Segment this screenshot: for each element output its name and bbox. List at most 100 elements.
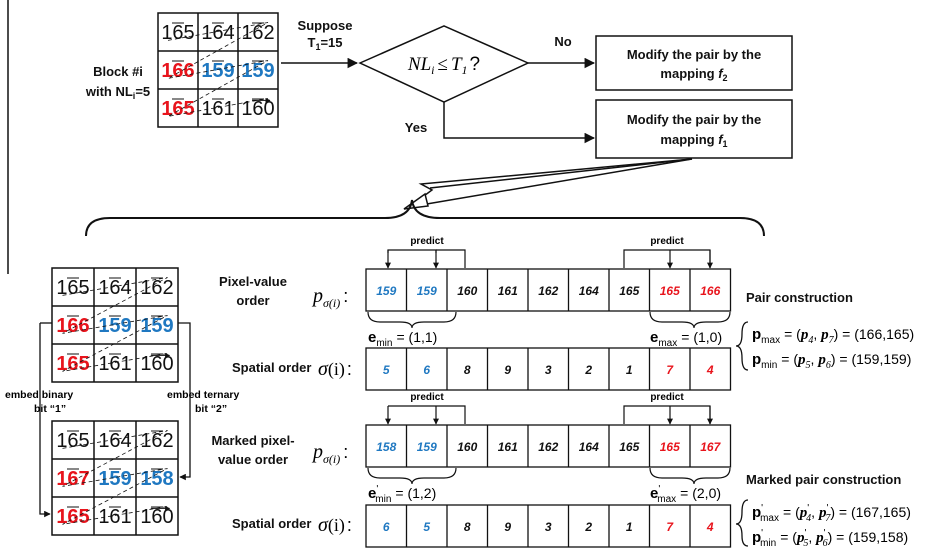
order-cell: 8 bbox=[464, 520, 471, 534]
pmin-marked-equation: p' min = (p' 5, p' 6) = (159,158) bbox=[752, 528, 908, 549]
emin-brace-2 bbox=[367, 467, 457, 485]
scan-path bbox=[167, 22, 269, 117]
emax-label-1: emax = (1,0) bbox=[650, 329, 722, 349]
block-grid: 165 164 162 166 159 159 165 161 160 bbox=[157, 12, 279, 128]
grid-cell-value: 162 bbox=[140, 277, 173, 299]
grid-cell-value: 165 bbox=[161, 22, 194, 44]
grid-cell-value: 160 bbox=[140, 506, 173, 528]
grid-cell-value: 166 bbox=[161, 60, 194, 82]
predict-right-1: predict bbox=[623, 236, 713, 269]
zoom-arrowhead bbox=[403, 192, 429, 210]
pair-brace-1 bbox=[735, 321, 749, 371]
marked-pair-construction-title: Marked pair construction bbox=[746, 472, 901, 487]
order-cell: 8 bbox=[464, 363, 471, 377]
embed-binary-arrow bbox=[39, 323, 51, 518]
grid-cell-value: 158 bbox=[140, 468, 173, 490]
grid-cell-value: 159 bbox=[140, 315, 173, 337]
suppose-label: Suppose bbox=[298, 18, 353, 33]
embed-ternary-arrow bbox=[178, 322, 191, 481]
order-cell: 5 bbox=[383, 363, 390, 377]
grid-cell-value: 165 bbox=[161, 98, 194, 120]
decision-text: NLi ≤ T1? bbox=[407, 54, 480, 77]
emin-label-1: emin = (1,1) bbox=[368, 329, 437, 349]
marked-pixel-value-order-row: 158 159 160 161 162 164 165 165 167 bbox=[365, 424, 732, 468]
order-cell: 9 bbox=[504, 520, 511, 534]
no-label: No bbox=[554, 34, 571, 49]
order-cell: 7 bbox=[666, 520, 674, 534]
pixel-value-order-label-1: Pixel-value bbox=[219, 274, 287, 289]
grid-cell-value: 165 bbox=[56, 430, 89, 452]
embed-ternary-label-2: bit “2” bbox=[195, 403, 227, 415]
order-cell: 1 bbox=[626, 520, 633, 534]
order-cell: 3 bbox=[545, 363, 552, 377]
pmax-marked-equation: p' max = (p' 4, p' 7) = (167,165) bbox=[752, 503, 911, 524]
pixel-value-order-label-2: order bbox=[236, 293, 269, 308]
original-block-grid: 165 164 162 166 159 159 165 161 160 bbox=[51, 267, 179, 383]
predict-label: predict bbox=[650, 236, 684, 247]
box-f2-line1: Modify the pair by the bbox=[627, 47, 761, 62]
box-mapping-f1 bbox=[595, 99, 793, 159]
p-sigma-symbol-1: pσ(i): bbox=[311, 285, 348, 310]
predict-right-2: predict bbox=[623, 392, 713, 425]
grid-cell-value: 164 bbox=[98, 277, 131, 299]
order-cell: 5 bbox=[423, 520, 430, 534]
predict-label: predict bbox=[410, 392, 444, 403]
order-cell: 164 bbox=[579, 284, 599, 298]
sigma-symbol-1: σ(i): bbox=[318, 358, 352, 380]
spatial-order-label-2: Spatial order bbox=[232, 516, 311, 531]
predict-label: predict bbox=[650, 392, 684, 403]
grid-cell-value: 159 bbox=[98, 315, 131, 337]
grid-cell-value: 161 bbox=[201, 98, 234, 120]
spatial-order-label-1: Spatial order bbox=[232, 360, 311, 375]
embed-binary-label-1: embed binary bbox=[5, 389, 73, 401]
box-f1-line1: Modify the pair by the bbox=[627, 112, 761, 127]
predict-left-2: predict bbox=[385, 392, 466, 425]
emin-brace-1 bbox=[367, 311, 457, 329]
emin-label-2: e' min = (1,2) bbox=[368, 484, 436, 505]
embed-binary-label-2: bit “1” bbox=[34, 403, 66, 415]
p-sigma-symbol-2: pσ(i): bbox=[311, 441, 348, 466]
threshold-label: T1=15 bbox=[307, 35, 342, 52]
grid-cell-value: 160 bbox=[140, 353, 173, 375]
predict-label: predict bbox=[410, 236, 444, 247]
order-cell: 9 bbox=[504, 363, 511, 377]
grid-cell-value: 159 bbox=[98, 468, 131, 490]
embed-ternary-label-1: embed ternary bbox=[167, 389, 240, 401]
grid-cell-value: 162 bbox=[140, 430, 173, 452]
order-cell: 6 bbox=[423, 363, 430, 377]
block-nl-label: with NLi=5 bbox=[85, 84, 150, 101]
order-cell: 165 bbox=[660, 440, 680, 454]
order-cell: 159 bbox=[417, 284, 437, 298]
emax-brace-2 bbox=[649, 467, 731, 485]
zoom-line bbox=[429, 158, 693, 189]
order-cell: 158 bbox=[376, 440, 396, 454]
order-cell: 2 bbox=[584, 520, 592, 534]
order-cell: 4 bbox=[706, 363, 714, 377]
pmax-equation: pmax = (p4, p7) = (166,165) bbox=[752, 326, 914, 346]
order-cell: 166 bbox=[700, 284, 720, 298]
order-cell: 4 bbox=[706, 520, 714, 534]
marked-order-label-2: value order bbox=[218, 452, 288, 467]
order-cell: 161 bbox=[498, 440, 518, 454]
order-cell: 161 bbox=[498, 284, 518, 298]
grid-cell-value: 166 bbox=[56, 315, 89, 337]
order-cell: 162 bbox=[538, 440, 558, 454]
order-cell: 160 bbox=[457, 284, 477, 298]
box-f2-line2: mapping f2 bbox=[660, 66, 727, 83]
grid-cell-value: 160 bbox=[241, 98, 274, 120]
order-cell: 160 bbox=[457, 440, 477, 454]
pair-brace-2 bbox=[735, 499, 749, 547]
order-cell: 165 bbox=[660, 284, 680, 298]
spatial-order-row-2: 6 5 8 9 3 2 1 7 4 bbox=[365, 504, 732, 548]
order-cell: 7 bbox=[666, 363, 674, 377]
order-cell: 1 bbox=[626, 363, 633, 377]
order-cell: 164 bbox=[579, 440, 599, 454]
box-mapping-f2 bbox=[595, 35, 793, 91]
order-cell: 165 bbox=[619, 284, 639, 298]
marked-block-grid: 165 164 162 167 159 158 165 161 160 bbox=[51, 420, 179, 536]
emax-label-2: e' max = (2,0) bbox=[650, 484, 721, 505]
grid-cell-value: 165 bbox=[56, 506, 89, 528]
predict-left-1: predict bbox=[385, 236, 466, 269]
order-cell: 6 bbox=[383, 520, 390, 534]
block-title: Block #i bbox=[93, 64, 143, 79]
